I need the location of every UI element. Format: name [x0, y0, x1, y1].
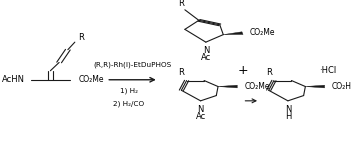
Text: R: R [266, 68, 272, 77]
Text: +: + [237, 64, 248, 77]
Polygon shape [223, 32, 243, 35]
Text: Ac: Ac [201, 53, 211, 62]
Text: N: N [203, 46, 209, 55]
Text: AcHN: AcHN [2, 75, 25, 84]
Text: CO₂Me: CO₂Me [78, 75, 104, 84]
Text: R: R [179, 0, 184, 8]
Text: CO₂H: CO₂H [331, 82, 351, 91]
Text: R: R [78, 33, 84, 42]
Text: CO₂Me: CO₂Me [244, 82, 270, 91]
Text: ·HCl: ·HCl [319, 66, 337, 75]
Polygon shape [218, 85, 237, 88]
Text: N: N [285, 105, 291, 114]
Text: Ac: Ac [195, 112, 206, 121]
Text: H: H [285, 112, 291, 121]
Text: (R,R)-Rh(I)-EtDuPHOS: (R,R)-Rh(I)-EtDuPHOS [93, 61, 172, 68]
Text: N: N [197, 105, 204, 114]
Text: R: R [179, 68, 184, 77]
Text: 2) H₂/CO: 2) H₂/CO [113, 101, 144, 107]
Text: 1) H₂: 1) H₂ [120, 87, 138, 94]
Polygon shape [305, 85, 325, 88]
Text: CO₂Me: CO₂Me [249, 28, 275, 37]
